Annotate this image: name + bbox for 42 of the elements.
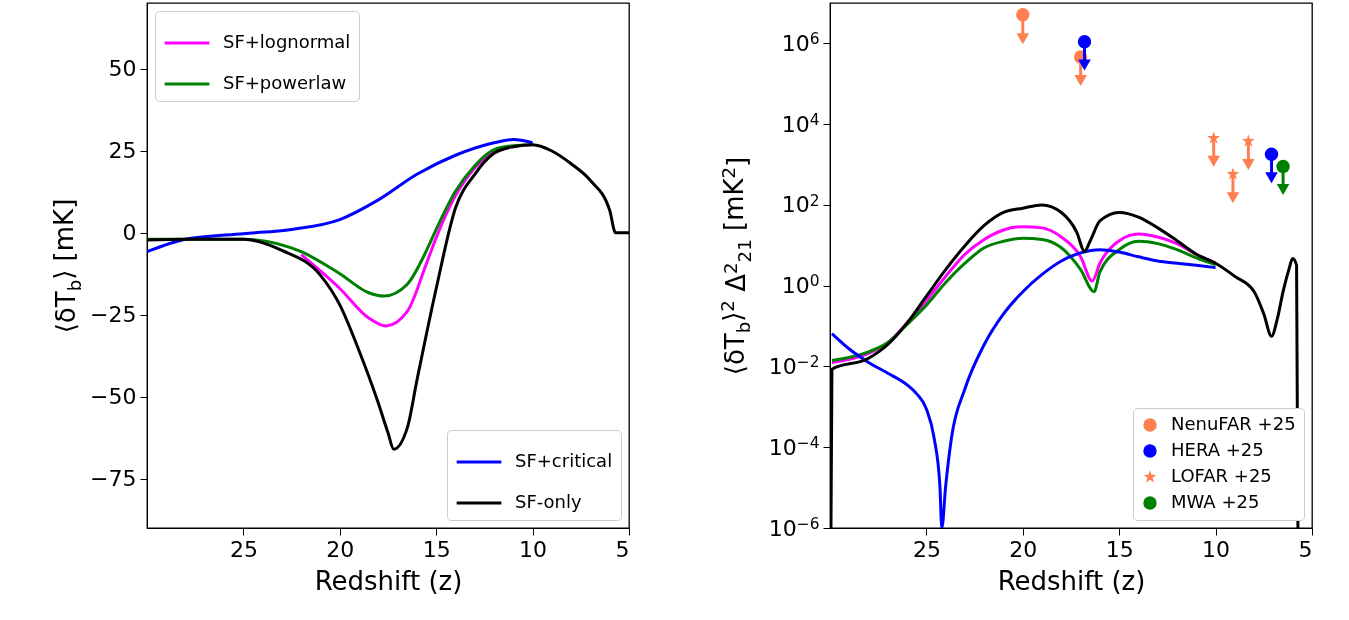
legend-label: LOFAR +25: [1171, 465, 1272, 486]
line-series: [299, 149, 496, 328]
y-tick-label: 10$^{4}$: [781, 110, 820, 137]
x-tick-label: 15: [1105, 536, 1134, 562]
x-axis-title: Redshift (z): [314, 565, 463, 596]
legend-label: SF+powerlaw: [223, 72, 347, 93]
point: [1276, 159, 1290, 174]
y-tick-label: 25: [108, 138, 137, 164]
x-tick-label: 5: [615, 536, 630, 562]
y-tick-label: 10$^{0}$: [781, 272, 820, 299]
legend-label: SF+lognormal: [223, 31, 351, 52]
y-tick-label: 10$^{2}$: [781, 191, 820, 218]
y-tick-label: −25: [90, 302, 137, 328]
x-tick-label: 25: [229, 536, 258, 562]
legend-label: SF-only: [515, 491, 583, 512]
point: [1226, 167, 1240, 180]
y-tick-label: 0: [122, 220, 137, 246]
x-axis-title: Redshift (z): [997, 565, 1146, 596]
y-tick-label: 50: [108, 56, 137, 82]
y-tick-label: 10$^{−6}$: [768, 514, 820, 541]
x-tick-label: 5: [1298, 536, 1313, 562]
x-tick-label: 10: [519, 536, 548, 562]
x-tick-label: 20: [1009, 536, 1038, 562]
x-tick-label: 10: [1202, 536, 1231, 562]
legend-label: MWA +25: [1171, 491, 1260, 512]
point: [1016, 8, 1030, 22]
y-tick-label: −75: [90, 466, 137, 492]
y-tick-label: 10$^{−4}$: [768, 433, 820, 460]
line-series: [147, 138, 535, 254]
y-tick-label: 10$^{6}$: [781, 29, 820, 56]
point: [1264, 147, 1279, 161]
legend-label: NenuFAR +25: [1171, 413, 1296, 434]
legend-label: HERA +25: [1171, 439, 1264, 460]
y-tick-label: −50: [90, 384, 137, 410]
x-tick-label: 25: [912, 536, 941, 562]
point: [1242, 134, 1255, 147]
y-tick-label: 10$^{−2}$: [768, 353, 820, 379]
point: [1077, 35, 1092, 49]
x-tick-label: 20: [326, 536, 355, 562]
point: [1207, 131, 1221, 144]
legend-label: SF+critical: [515, 450, 613, 471]
x-tick-label: 15: [422, 536, 451, 562]
